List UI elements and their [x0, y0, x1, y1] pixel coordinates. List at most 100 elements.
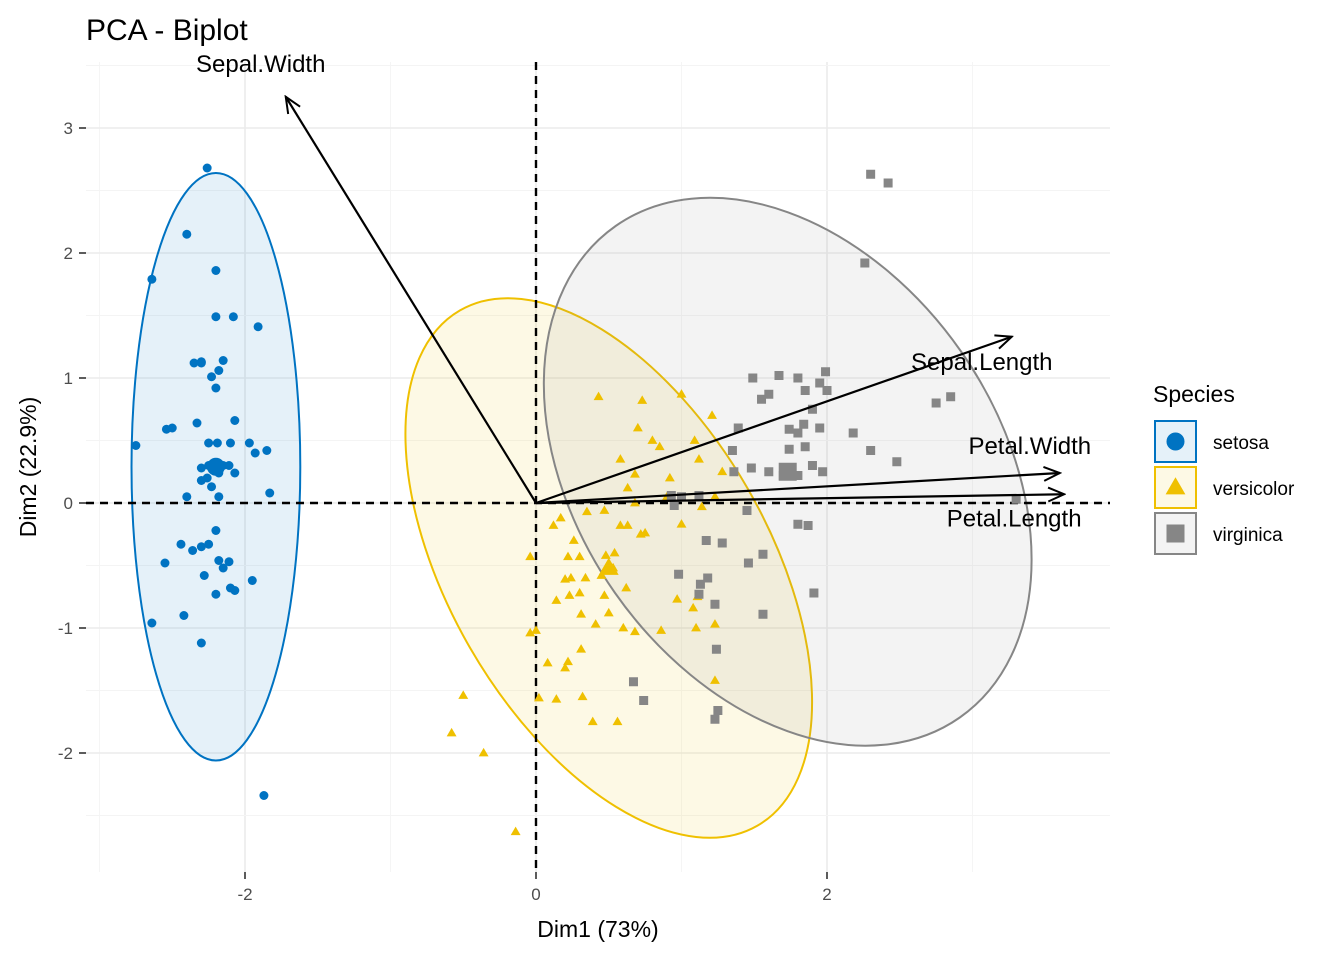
point-setosa [224, 461, 234, 470]
point-versicolor [654, 441, 665, 451]
point-setosa [189, 358, 199, 368]
point-virginica [764, 467, 774, 477]
legend-label-virginica: virginica [1213, 525, 1283, 546]
point-versicolor [632, 422, 643, 432]
point-setosa [196, 476, 206, 485]
point-virginica [695, 579, 705, 589]
point-versicolor [637, 395, 648, 404]
point-setosa [199, 571, 209, 580]
point-setosa [244, 438, 254, 448]
point-virginica [793, 428, 803, 438]
series-setosa [131, 163, 275, 800]
point-setosa [182, 229, 192, 239]
point-setosa [224, 557, 234, 567]
point-virginica [807, 461, 817, 470]
point-virginica [701, 536, 711, 545]
point-setosa [230, 416, 240, 425]
point-virginica [793, 373, 803, 383]
point-versicolor [510, 826, 521, 836]
point-virginica [628, 677, 638, 687]
point-setosa [211, 312, 221, 322]
mean-point-setosa [206, 457, 225, 476]
point-setosa [230, 586, 240, 595]
point-setosa [204, 438, 214, 448]
point-versicolor [635, 529, 646, 538]
point-setosa [262, 446, 272, 455]
point-virginica [883, 178, 893, 188]
point-virginica [694, 589, 704, 599]
point-setosa [211, 266, 221, 275]
point-versicolor [599, 505, 610, 514]
point-setosa [161, 424, 171, 434]
point-versicolor [622, 482, 633, 492]
point-versicolor [621, 582, 632, 592]
point-virginica [799, 419, 809, 429]
point-virginica [710, 714, 720, 724]
point-versicolor [568, 535, 579, 544]
point-virginica [784, 444, 794, 454]
point-versicolor [574, 587, 585, 597]
point-virginica [800, 386, 810, 395]
point-setosa [188, 546, 198, 555]
point-setosa [176, 539, 186, 549]
y-tick-label: -1 [58, 619, 73, 638]
point-setosa [230, 468, 240, 478]
point-virginica [866, 169, 876, 179]
y-tick-label: 2 [64, 244, 73, 263]
point-setosa [214, 556, 224, 565]
point-virginica [946, 392, 956, 402]
point-virginica [764, 389, 774, 399]
y-tick-label: 1 [64, 369, 73, 388]
point-virginica [818, 467, 828, 477]
point-virginica [809, 588, 819, 598]
point-versicolor [551, 694, 562, 703]
point-versicolor [533, 692, 544, 702]
point-versicolor [548, 520, 559, 529]
point-versicolor [656, 625, 667, 634]
point-versicolor [696, 501, 707, 511]
legend-marker-versicolor [1165, 477, 1186, 495]
point-setosa [196, 357, 206, 367]
point-versicolor [710, 491, 720, 501]
point-virginica [821, 367, 831, 377]
point-setosa [196, 463, 206, 473]
legend-marker-setosa [1166, 432, 1185, 451]
point-virginica [710, 599, 720, 609]
point-setosa [147, 274, 157, 284]
point-versicolor [676, 519, 687, 528]
point-virginica [758, 609, 768, 619]
point-versicolor [587, 716, 598, 726]
point-versicolor [694, 454, 704, 463]
point-versicolor [647, 435, 658, 444]
legend-item-setosa: setosa [1154, 420, 1269, 463]
point-versicolor [574, 551, 585, 561]
y-tick-label: 3 [64, 119, 73, 138]
legend-label-versicolor: versicolor [1213, 479, 1295, 500]
point-virginica [803, 521, 813, 530]
point-versicolor [618, 622, 629, 632]
point-virginica [800, 442, 810, 452]
point-versicolor [478, 747, 489, 757]
point-virginica [746, 463, 756, 473]
point-versicolor [581, 506, 592, 516]
point-versicolor [629, 626, 640, 636]
point-virginica [774, 371, 784, 380]
point-versicolor [629, 469, 640, 478]
point-virginica [729, 467, 739, 477]
point-virginica [703, 573, 713, 583]
axes: -2 0 2 -2 -1 0 1 2 3 [58, 119, 832, 904]
point-virginica [848, 428, 858, 438]
arrow-sepal-length [535, 337, 1012, 505]
mean-point-virginica [778, 462, 797, 481]
point-virginica [711, 644, 721, 654]
point-setosa [131, 441, 141, 450]
point-virginica [674, 569, 684, 579]
point-versicolor [564, 590, 575, 599]
point-setosa [196, 638, 206, 648]
point-versicolor [691, 622, 701, 632]
point-virginica [815, 423, 825, 433]
point-versicolor [580, 572, 591, 582]
legend-item-virginica: virginica [1154, 512, 1283, 555]
arrow-petal-width [535, 473, 1060, 505]
